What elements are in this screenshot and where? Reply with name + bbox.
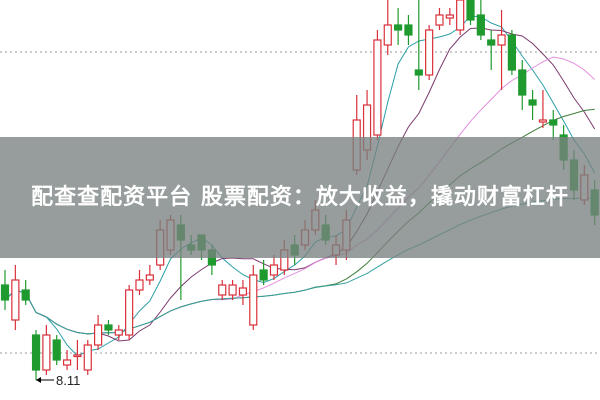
candle-up (125, 289, 134, 336)
candle-up (145, 274, 154, 281)
candle-up (42, 334, 51, 371)
candle-up (238, 287, 248, 296)
candle-up (456, 0, 465, 31)
candle-down (507, 34, 516, 71)
candle-up (11, 279, 20, 321)
candle-down (528, 99, 537, 106)
candle-down (466, 0, 475, 21)
candle-up (497, 34, 506, 46)
candle-up (62, 359, 72, 366)
candle-down (394, 24, 403, 31)
candle-down (31, 334, 41, 371)
banner-title: 配查查配资平台 股票配资：放大收益，撬动财富杠杆 (31, 184, 569, 210)
arrow-head-icon (36, 377, 42, 383)
candle-up (383, 24, 392, 46)
candle-down (0, 284, 10, 301)
candle-down (549, 119, 558, 126)
candle-down (518, 69, 527, 96)
candle-down (487, 39, 496, 46)
candle-up (269, 264, 279, 276)
candle-up (83, 344, 92, 371)
candle-up (94, 324, 103, 346)
candle-up (135, 279, 144, 291)
candle-up (425, 29, 434, 76)
candle-up (114, 329, 123, 336)
candle-down (414, 69, 423, 76)
candle-up (249, 274, 258, 326)
candle-up (228, 284, 237, 296)
title-banner: 配查查配资平台 股票配资：放大收益，撬动财富杠杆 (0, 137, 600, 258)
candle-down (52, 339, 61, 361)
moving-average-line (4, 15, 596, 357)
candle-up (435, 14, 444, 26)
candle-up (373, 39, 382, 136)
candle-down (104, 324, 113, 331)
candle-down (259, 269, 268, 281)
candle-down (404, 24, 413, 36)
moving-average-line (4, 27, 596, 342)
candle-up (218, 284, 227, 296)
candle-up (73, 354, 82, 358)
low-price-label: 8.11 (56, 373, 80, 388)
candle-down (476, 14, 485, 36)
candle-down (21, 289, 30, 301)
candle-up (538, 119, 548, 123)
candle-up (445, 14, 454, 19)
